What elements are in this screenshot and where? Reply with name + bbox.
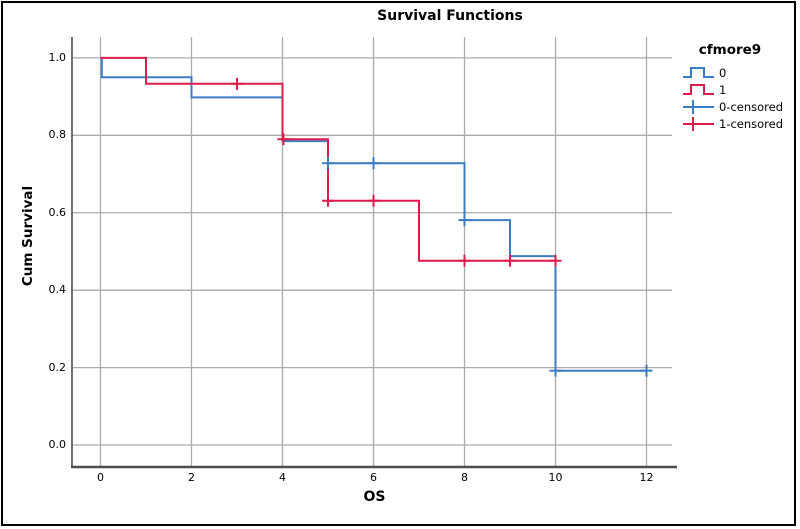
y-tick-label: 1.0 [48, 50, 67, 64]
legend-item-0: 0 [682, 64, 798, 81]
x-tick-label: 12 [639, 471, 654, 484]
legend-item-label: 0-censored [719, 99, 784, 114]
legend-title: cfmore9 [698, 42, 762, 58]
legend-item-1: 1 [682, 81, 798, 98]
x-tick-label: 10 [548, 471, 563, 484]
x-tick-label: 8 [461, 471, 468, 484]
y-tick-label: 0.4 [48, 283, 67, 297]
legend-item-1-censored: 1-censored [682, 115, 798, 132]
chart-title: Survival Functions [377, 8, 523, 24]
legend-items: 0 1 0-censored 1-censored [682, 64, 798, 132]
x-tick-label: 6 [369, 471, 377, 484]
legend-censored-glyph [683, 100, 714, 114]
legend-item-0-censored: 0-censored [682, 98, 798, 115]
y-axis-label: Cum Survival [20, 185, 36, 287]
legend-item-label: 1-censored [719, 116, 784, 131]
x-axis-label: OS [363, 489, 386, 505]
y-tick-label: 0.0 [48, 438, 67, 451]
y-tick-label: 0.6 [48, 205, 67, 219]
x-tick-label: 4 [278, 471, 286, 484]
y-tick-label: 0.2 [48, 360, 67, 374]
x-tick-label: 2 [187, 471, 195, 484]
legend-step-glyph [683, 84, 714, 95]
y-tick-label: 0.8 [48, 128, 67, 142]
legend-step-glyph [683, 67, 714, 78]
legend-item-label: 1 [719, 82, 727, 97]
legend-censored-glyph [683, 117, 714, 131]
x-tick-label: 0 [96, 471, 104, 484]
legend: cfmore9 0 1 0-censored 1-censored [682, 42, 798, 132]
survival-curve-1 [100, 56, 556, 262]
legend-item-label: 0 [719, 65, 727, 80]
